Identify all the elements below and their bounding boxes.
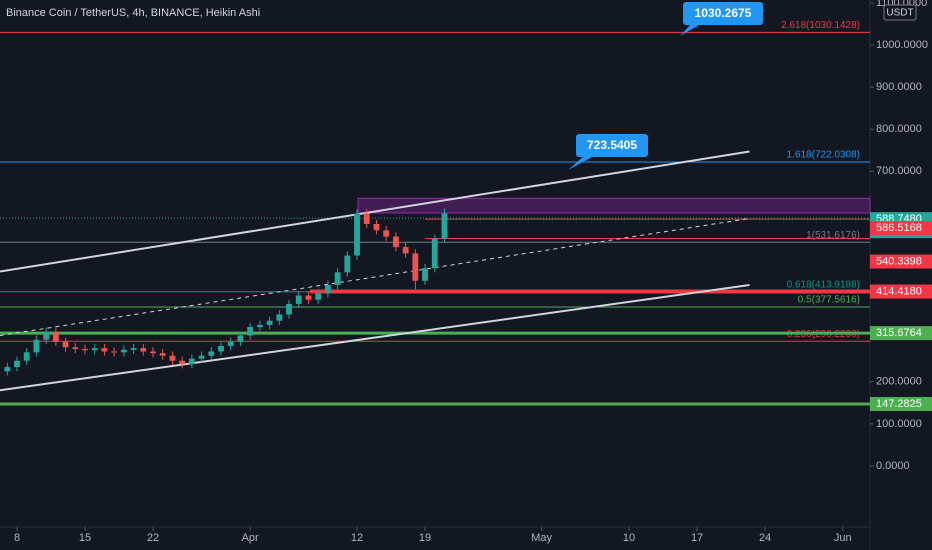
candle-body [266, 320, 273, 325]
candle-body [72, 347, 79, 349]
candle-body [392, 236, 399, 248]
candle-body [33, 339, 40, 353]
candle-body [43, 332, 50, 340]
candle-body [23, 352, 30, 361]
price-badge [870, 221, 932, 236]
candle-body [256, 324, 263, 328]
candle-body [4, 367, 11, 372]
candle-body [218, 346, 224, 352]
candle-body [198, 355, 205, 359]
candle-body [169, 355, 176, 361]
candle-body [188, 358, 195, 365]
fib-label: 1(531.6176) [806, 230, 860, 241]
candle-body [140, 348, 147, 352]
callout [576, 134, 648, 157]
candle-body [354, 213, 360, 256]
candle-body [373, 223, 380, 231]
candle-body [111, 351, 118, 353]
callout-pointer [568, 156, 594, 170]
candle-body [431, 238, 438, 269]
candle-body [227, 341, 234, 347]
x-tick-label: Apr [242, 532, 259, 544]
y-tick-label: 100.0000 [876, 418, 922, 430]
currency: USDT [886, 8, 913, 19]
price-badge [870, 396, 932, 411]
box [357, 197, 871, 214]
candle-body [324, 284, 331, 294]
candle-body [62, 341, 69, 348]
price-badge [870, 284, 932, 299]
price-badge-label: 540.3398 [876, 255, 922, 267]
x-tick-label: 17 [691, 532, 703, 544]
candle-body [315, 293, 322, 300]
candle-body [412, 253, 419, 281]
x-tick-label: 19 [419, 532, 431, 544]
trend-line [0, 283, 750, 392]
fib-label: 1.618(722.0308) [787, 150, 860, 161]
candle-body [344, 255, 351, 273]
currency-badge [883, 4, 917, 21]
price-badge [870, 254, 932, 269]
candle-body [179, 360, 186, 365]
y-tick-label: 0.0000 [876, 460, 910, 472]
candle-body [52, 332, 59, 342]
candle-body [14, 360, 20, 368]
x-tick-label: 22 [147, 532, 159, 544]
candle-body [363, 213, 370, 224]
candle-body [120, 349, 127, 353]
candle-body [247, 327, 254, 336]
x-tick-label: 10 [623, 532, 635, 544]
candle-body [334, 272, 341, 285]
candle-body [286, 303, 292, 315]
candle-body [422, 268, 428, 281]
candle-body [208, 351, 215, 356]
x-tick-label: 8 [14, 532, 20, 544]
chart-title: Binance Coin / TetherUS, 4h, BINANCE, He… [6, 7, 260, 19]
callout [683, 2, 763, 25]
x-tick-label: 15 [79, 532, 91, 544]
candle-body [295, 295, 302, 304]
x-tick-label: 24 [759, 532, 771, 544]
candle-body [150, 351, 156, 354]
fib-label: 0.618(413.9188) [787, 279, 860, 290]
price-badge [870, 326, 932, 341]
callout-label: 723.5405 [587, 138, 637, 152]
candle-body [402, 247, 409, 254]
y-tick-label: 800.0000 [876, 123, 922, 135]
price-badge-label: 414.4180 [876, 285, 922, 297]
candle-body [82, 348, 88, 351]
candle-body [159, 353, 166, 356]
candle-body [130, 348, 137, 350]
y-tick-label: 1000.0000 [876, 39, 928, 51]
y-tick-label: 700.0000 [876, 165, 922, 177]
x-tick-label: 12 [351, 532, 363, 544]
trend-line [0, 217, 750, 336]
x-tick-label: Jun [834, 532, 852, 544]
y-tick-label: 1100.0000 [876, 0, 927, 9]
y-tick-label: 900.0000 [876, 81, 922, 93]
price-badge-label: 586.5168 [876, 222, 922, 234]
callout-label: 1030.2675 [695, 6, 752, 20]
x-tick-label: May [531, 532, 552, 544]
candle-body [383, 230, 390, 237]
trend-line [0, 150, 750, 273]
candle-body [441, 213, 448, 239]
price-badge-label: 315.6764 [876, 327, 922, 339]
candle-body [101, 348, 108, 352]
candle-body [305, 295, 312, 300]
price-badge-label: 147.2825 [876, 398, 922, 410]
callout-pointer [680, 24, 701, 36]
y-tick-label: 200.0000 [876, 376, 922, 388]
fib-label: 0.5(377.5616) [798, 295, 860, 306]
fib-label: 2.618(1030.1428) [781, 20, 860, 31]
candle-body [237, 335, 244, 342]
candle-body [276, 314, 283, 321]
candle-body [91, 348, 98, 351]
